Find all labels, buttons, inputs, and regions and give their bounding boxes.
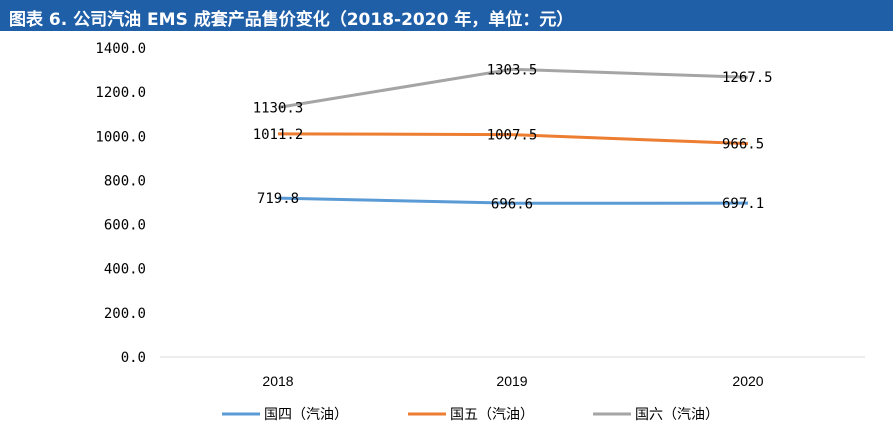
series-line-3: [277, 67, 749, 110]
legend-label: 国六（汽油）: [635, 407, 719, 423]
legend-label: 国四（汽油）: [264, 407, 348, 423]
data-label: 1130.3: [253, 101, 304, 117]
data-label: 1303.5: [487, 62, 538, 78]
series-line-2: [277, 132, 749, 146]
y-tick-label: 600.0: [104, 218, 146, 234]
title-bar: 图表 6. 公司汽油 EMS 成套产品售价变化（2018-2020 年，单位：元…: [0, 0, 893, 31]
x-tick-label: 2020: [732, 373, 763, 389]
legend-label: 国五（汽油）: [450, 407, 534, 423]
y-tick-label: 800.0: [104, 173, 146, 189]
x-tick-label: 2018: [262, 373, 293, 389]
y-tick-label: 400.0: [104, 262, 146, 278]
series-line-1: [277, 196, 749, 205]
chart-title: 图表 6. 公司汽油 EMS 成套产品售价变化（2018-2020 年，单位：元…: [9, 10, 574, 30]
data-label: 719.8: [257, 191, 299, 207]
data-label: 1267.5: [722, 70, 773, 86]
data-label: 696.6: [491, 196, 533, 212]
x-tick-label: 2019: [496, 373, 527, 389]
data-label: 966.5: [722, 137, 764, 153]
line-chart: 0.0 200.0 400.0 600.0 800.0 1000.0 1200.0 1400.…: [95, 41, 865, 423]
data-label: 697.1: [722, 196, 764, 212]
y-tick-label: 1200.0: [95, 85, 146, 101]
data-label: 1011.2: [253, 127, 304, 143]
y-tick-label: 200.0: [104, 306, 146, 322]
y-tick-label: 1000.0: [95, 129, 146, 145]
data-label: 1007.5: [487, 128, 538, 144]
y-tick-label: 0.0: [121, 350, 146, 366]
y-tick-label: 1400.0: [95, 41, 146, 57]
